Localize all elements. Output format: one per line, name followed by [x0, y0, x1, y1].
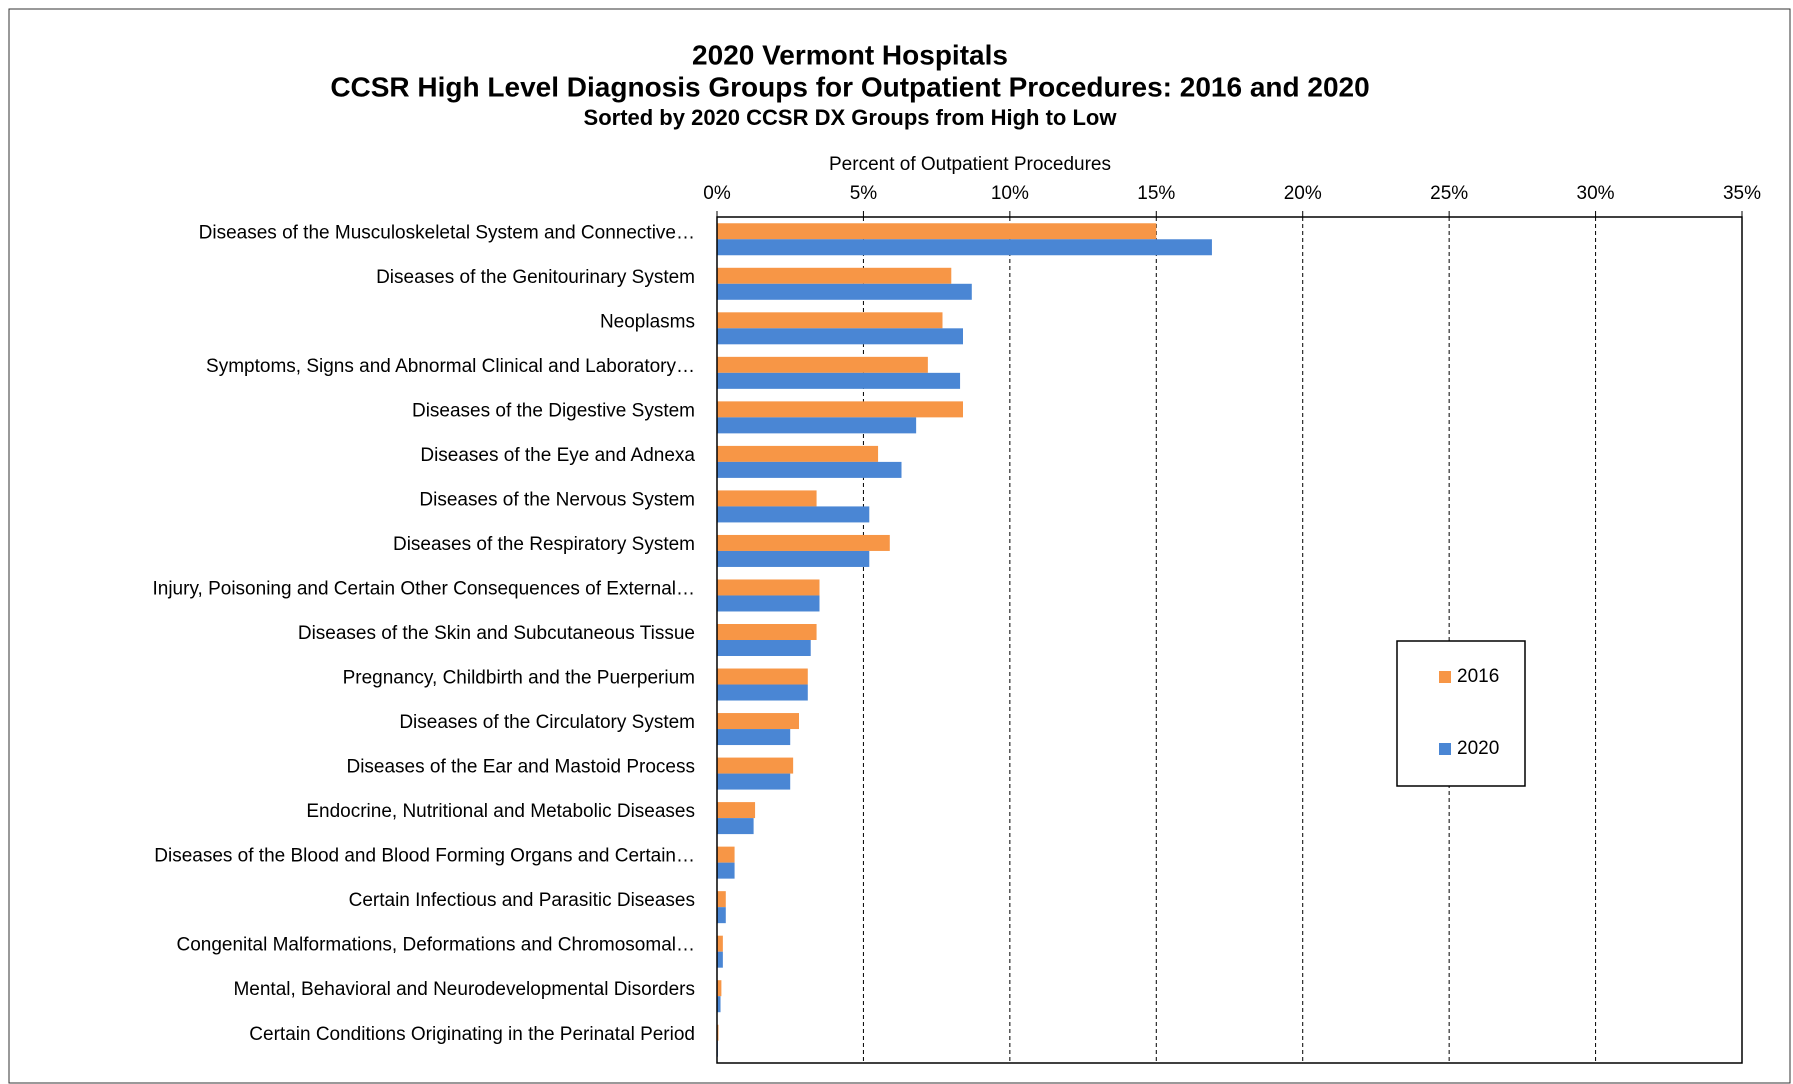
- bar: [717, 550, 870, 567]
- bar: [717, 579, 820, 596]
- y-tick-label: Congenital Malformations, Deformations a…: [176, 935, 695, 956]
- bar: [717, 818, 754, 835]
- bar: [717, 668, 808, 685]
- bar: [717, 239, 1212, 256]
- legend-swatch: [1439, 743, 1451, 755]
- legend-label: 2016: [1457, 666, 1499, 687]
- bar: [717, 445, 879, 462]
- legend-swatch: [1439, 671, 1451, 683]
- bar: [717, 595, 820, 612]
- bar: [717, 935, 723, 952]
- bar: [717, 223, 1157, 240]
- y-tick-label: Symptoms, Signs and Abnormal Clinical an…: [206, 356, 695, 377]
- x-tick-label: 20%: [1284, 183, 1322, 204]
- bar: [717, 996, 721, 1013]
- y-tick-label: Pregnancy, Childbirth and the Puerperium: [343, 668, 695, 689]
- x-tick-label: 25%: [1430, 183, 1468, 204]
- y-tick-label: Certain Conditions Originating in the Pe…: [249, 1024, 695, 1045]
- y-tick-label: Diseases of the Nervous System: [419, 489, 695, 510]
- x-axis-title: Percent of Outpatient Procedures: [829, 154, 1111, 175]
- frame: [8, 8, 1791, 1084]
- y-tick-label: Neoplasms: [600, 311, 695, 332]
- y-tick-label: Injury, Poisoning and Certain Other Cons…: [152, 578, 695, 599]
- bar: [717, 757, 794, 774]
- y-tick-label: Mental, Behavioral and Neurodevelopmenta…: [233, 979, 695, 1000]
- x-tick-label: 0%: [703, 183, 731, 204]
- bar: [717, 490, 817, 507]
- bar: [717, 951, 723, 968]
- bar: [717, 980, 722, 997]
- chart-subtitle: CCSR High Level Diagnosis Groups for Out…: [330, 71, 1369, 102]
- bar: [717, 624, 817, 640]
- bar: [717, 312, 943, 329]
- plot-border: [716, 216, 1743, 1064]
- bar: [717, 401, 963, 418]
- chart-note: Sorted by 2020 CCSR DX Groups from High …: [584, 105, 1118, 130]
- x-tick-label: 5%: [850, 183, 878, 204]
- bar: [717, 846, 735, 863]
- bar: [717, 640, 811, 656]
- y-tick-label: Diseases of the Respiratory System: [393, 534, 695, 555]
- bar: [717, 267, 952, 284]
- bar: [717, 802, 756, 819]
- bar: [717, 461, 902, 478]
- y-tick-label: Diseases of the Circulatory System: [399, 712, 695, 733]
- bar: [717, 372, 961, 389]
- y-tick-label: Diseases of the Eye and Adnexa: [420, 445, 695, 466]
- legend-label: 2020: [1457, 738, 1499, 759]
- bar: [717, 506, 870, 523]
- bar: [717, 773, 791, 790]
- x-tick-label: 15%: [1137, 183, 1175, 204]
- bar: [717, 729, 791, 746]
- y-tick-label: Certain Infectious and Parasitic Disease…: [349, 890, 695, 911]
- x-tick-label: 30%: [1577, 183, 1615, 204]
- bar: [717, 713, 799, 730]
- legend-box: [1396, 640, 1526, 787]
- y-tick-label: Diseases of the Ear and Mastoid Process: [346, 757, 695, 778]
- y-tick-label: Diseases of the Musculoskeletal System a…: [199, 222, 695, 243]
- bar: [717, 534, 890, 551]
- y-tick-label: Diseases of the Digestive System: [412, 400, 695, 421]
- bar: [717, 356, 928, 373]
- bar: [717, 283, 972, 300]
- x-tick-label: 35%: [1723, 183, 1761, 204]
- bar: [717, 862, 735, 879]
- x-tick-label: 10%: [991, 183, 1029, 204]
- y-tick-label: Endocrine, Nutritional and Metabolic Dis…: [306, 801, 695, 822]
- bar: [717, 328, 963, 345]
- chart-title: 2020 Vermont Hospitals: [692, 39, 1008, 70]
- bar: [717, 891, 726, 908]
- y-tick-label: Diseases of the Skin and Subcutaneous Ti…: [298, 623, 695, 644]
- bar: [717, 417, 917, 434]
- bar: [717, 684, 808, 701]
- y-tick-label: Diseases of the Genitourinary System: [376, 267, 695, 288]
- bar: [717, 907, 726, 924]
- y-tick-label: Diseases of the Blood and Blood Forming …: [154, 846, 695, 867]
